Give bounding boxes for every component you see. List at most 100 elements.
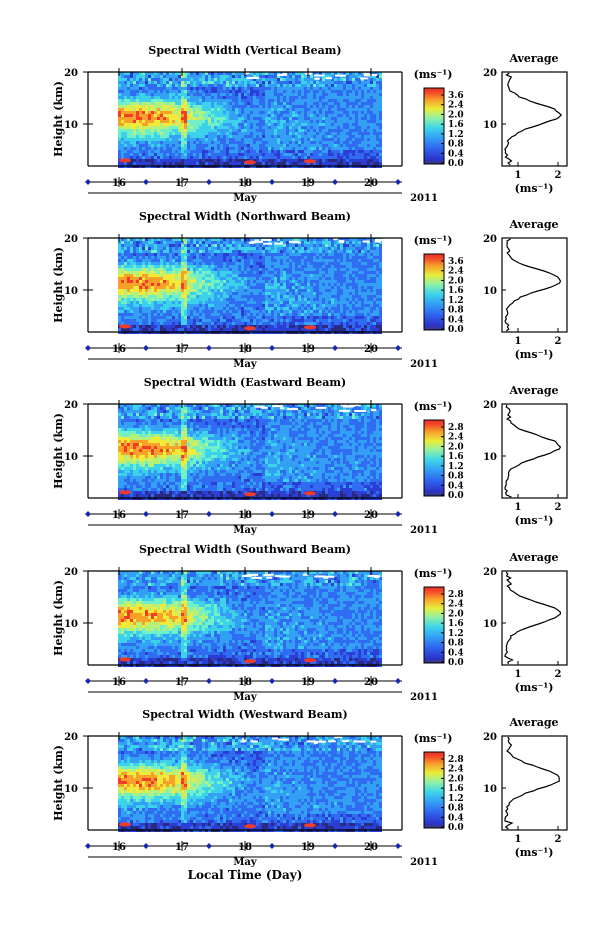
heatmap-cell (148, 81, 151, 84)
heatmap-cell (157, 319, 160, 322)
heatmap-cell (130, 90, 133, 93)
heatmap-cell (214, 75, 217, 78)
heatmap-cell (271, 328, 274, 331)
heatmap-cell (349, 81, 352, 84)
heatmap-cell (187, 162, 190, 165)
heatmap-cell (280, 313, 283, 316)
heatmap-cell (196, 250, 199, 253)
heatmap-cell (238, 123, 241, 126)
heatmap-cell (310, 147, 313, 150)
heatmap-cell (175, 156, 178, 159)
heatmap-cell (139, 72, 142, 75)
heatmap-gap (325, 77, 333, 80)
heatmap-cell (226, 123, 229, 126)
heatmap-cell (151, 126, 154, 129)
heatmap-cell (148, 265, 151, 268)
heatmap-cell (181, 301, 184, 304)
heatmap-cell (136, 280, 139, 283)
heatmap-cell (172, 277, 175, 280)
heatmap-cell (250, 292, 253, 295)
heatmap-cell (220, 132, 223, 135)
heatmap-cell (262, 132, 265, 135)
heatmap-cell (145, 120, 148, 123)
heatmap-cell (238, 90, 241, 93)
heatmap-cell (286, 313, 289, 316)
heatmap-cell (262, 304, 265, 307)
heatmap-cell (190, 304, 193, 307)
heatmap-cell (268, 93, 271, 96)
heatmap-cell (379, 159, 382, 162)
heatmap-cell (124, 292, 127, 295)
heatmap-cell (130, 141, 133, 144)
heatmap-cell (250, 316, 253, 319)
heatmap-cell (256, 313, 259, 316)
heatmap-cell (130, 280, 133, 283)
heatmap-cell (118, 262, 121, 265)
heatmap-cell (277, 156, 280, 159)
heatmap-cell (181, 129, 184, 132)
heatmap-cell (166, 277, 169, 280)
heatmap-cell (250, 90, 253, 93)
heatmap-cell (274, 105, 277, 108)
heatmap-cell (265, 78, 268, 81)
heatmap-cell (367, 75, 370, 78)
heatmap-cell (301, 135, 304, 138)
heatmap-cell (307, 268, 310, 271)
heatmap-cell (322, 150, 325, 153)
heatmap-cell (226, 307, 229, 310)
heatmap-cell (268, 283, 271, 286)
heatmap-cell (133, 319, 136, 322)
heatmap-cell (160, 72, 163, 75)
heatmap-cell (130, 132, 133, 135)
heatmap-cell (232, 301, 235, 304)
heatmap-cell (244, 265, 247, 268)
heatmap-cell (295, 310, 298, 313)
heatmap-cell (136, 244, 139, 247)
heatmap-cell (172, 319, 175, 322)
heatmap-cell (178, 262, 181, 265)
heatmap-cell (346, 144, 349, 147)
heatmap-cell (145, 295, 148, 298)
heatmap-cell (307, 99, 310, 102)
heatmap-cell (196, 256, 199, 259)
heatmap-cell (304, 265, 307, 268)
heatmap-cell (352, 90, 355, 93)
heatmap-cell (307, 114, 310, 117)
heatmap-cell (256, 132, 259, 135)
heatmap-cell (244, 274, 247, 277)
heatmap-cell (187, 301, 190, 304)
heatmap-cell (283, 325, 286, 328)
heatmap-cell (370, 135, 373, 138)
heatmap-cell (148, 328, 151, 331)
heatmap-cell (202, 138, 205, 141)
heatmap-cell (133, 322, 136, 325)
heatmap-cell (277, 319, 280, 322)
heatmap-cell (301, 304, 304, 307)
heatmap-cell (277, 256, 280, 259)
heatmap-cell (277, 328, 280, 331)
heatmap-cell (223, 159, 226, 162)
heatmap-cell (181, 108, 184, 111)
heatmap-cell (145, 244, 148, 247)
heatmap-cell (190, 150, 193, 153)
heatmap-cell (352, 159, 355, 162)
heatmap-cell (169, 259, 172, 262)
heatmap-cell (277, 325, 280, 328)
heatmap-cell (121, 150, 124, 153)
heatmap-cell (361, 132, 364, 135)
heatmap-cell (277, 141, 280, 144)
heatmap-cell (289, 153, 292, 156)
heatmap-cell (148, 150, 151, 153)
heatmap-cell (283, 108, 286, 111)
heatmap-cell (259, 123, 262, 126)
heatmap-cell (202, 256, 205, 259)
heatmap-cell (148, 325, 151, 328)
heatmap-cell (241, 250, 244, 253)
heatmap-cell (301, 132, 304, 135)
heatmap-cell (211, 102, 214, 105)
heatmap-cell (292, 126, 295, 129)
heatmap-cell (319, 87, 322, 90)
heatmap-cell (250, 283, 253, 286)
heatmap-cell (130, 256, 133, 259)
heatmap-cell (337, 144, 340, 147)
